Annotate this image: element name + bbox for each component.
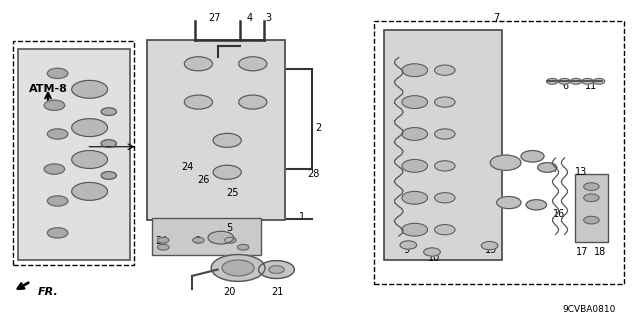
Bar <box>374 21 624 284</box>
Circle shape <box>400 241 417 249</box>
Circle shape <box>184 95 212 109</box>
Circle shape <box>47 129 68 139</box>
Circle shape <box>481 241 498 250</box>
Circle shape <box>237 244 249 250</box>
Circle shape <box>402 160 428 172</box>
Circle shape <box>402 128 428 140</box>
Text: 8: 8 <box>194 236 200 246</box>
Circle shape <box>47 196 68 206</box>
Circle shape <box>47 68 68 78</box>
Circle shape <box>435 161 455 171</box>
Circle shape <box>497 197 521 209</box>
Circle shape <box>435 129 455 139</box>
Text: 15: 15 <box>532 201 545 211</box>
Text: 9CVBA0810: 9CVBA0810 <box>562 305 616 314</box>
Text: 26: 26 <box>197 175 210 185</box>
Circle shape <box>490 155 521 170</box>
Circle shape <box>47 228 68 238</box>
Text: 27: 27 <box>208 12 221 23</box>
Circle shape <box>101 172 116 179</box>
Bar <box>18 49 130 260</box>
Circle shape <box>184 57 212 71</box>
Text: 1: 1 <box>299 212 305 222</box>
Text: 28: 28 <box>307 169 320 179</box>
Text: 4: 4 <box>246 12 253 23</box>
Text: 5: 5 <box>226 223 232 233</box>
Bar <box>384 30 502 260</box>
Text: 9: 9 <box>403 245 410 256</box>
Text: 22: 22 <box>503 201 516 211</box>
Text: 17: 17 <box>576 247 589 257</box>
Circle shape <box>72 151 108 168</box>
Circle shape <box>157 244 169 250</box>
Circle shape <box>269 266 284 273</box>
Circle shape <box>526 200 547 210</box>
Text: 19: 19 <box>485 245 498 256</box>
Circle shape <box>402 191 428 204</box>
Circle shape <box>44 164 65 174</box>
Circle shape <box>213 133 241 147</box>
Circle shape <box>570 78 582 84</box>
Circle shape <box>547 78 558 84</box>
Text: 20: 20 <box>223 287 236 297</box>
Text: 12: 12 <box>527 151 540 161</box>
Text: 25: 25 <box>226 188 239 198</box>
Circle shape <box>44 100 65 110</box>
Bar <box>13 41 134 265</box>
Circle shape <box>193 237 204 243</box>
Circle shape <box>213 165 241 179</box>
Circle shape <box>72 80 108 98</box>
Circle shape <box>538 163 557 172</box>
Circle shape <box>582 78 593 84</box>
Text: 16: 16 <box>552 209 565 219</box>
Circle shape <box>211 255 265 281</box>
Circle shape <box>259 261 294 278</box>
Circle shape <box>584 183 599 190</box>
Circle shape <box>239 57 267 71</box>
Circle shape <box>208 231 234 244</box>
Circle shape <box>435 97 455 107</box>
Text: 3: 3 <box>266 12 272 23</box>
Text: ATM-8: ATM-8 <box>29 84 67 94</box>
Bar <box>152 218 261 255</box>
Text: FR.: FR. <box>38 287 58 297</box>
Circle shape <box>72 182 108 200</box>
Circle shape <box>222 260 254 276</box>
Circle shape <box>584 216 599 224</box>
Text: 7: 7 <box>493 12 499 23</box>
Circle shape <box>559 78 570 84</box>
Text: 10: 10 <box>428 253 440 263</box>
Text: 2: 2 <box>316 122 322 133</box>
Circle shape <box>239 95 267 109</box>
Text: 14: 14 <box>546 164 559 174</box>
Text: 21: 21 <box>271 287 284 297</box>
Circle shape <box>402 223 428 236</box>
Circle shape <box>435 65 455 75</box>
Circle shape <box>424 248 440 256</box>
Bar <box>147 40 285 220</box>
Text: 24: 24 <box>156 236 168 246</box>
Circle shape <box>593 78 605 84</box>
Text: 23: 23 <box>499 159 512 169</box>
Text: 13: 13 <box>575 167 588 177</box>
Circle shape <box>225 237 236 243</box>
Text: 18: 18 <box>594 247 607 257</box>
Circle shape <box>101 108 116 115</box>
Circle shape <box>521 151 544 162</box>
Bar <box>575 174 608 242</box>
Circle shape <box>72 119 108 137</box>
Circle shape <box>157 237 169 243</box>
Circle shape <box>101 140 116 147</box>
Text: 24: 24 <box>181 161 194 172</box>
Circle shape <box>435 225 455 235</box>
Text: 11: 11 <box>584 81 597 91</box>
Text: 6: 6 <box>562 81 568 91</box>
Circle shape <box>402 64 428 77</box>
Circle shape <box>402 96 428 108</box>
Circle shape <box>584 194 599 202</box>
Circle shape <box>435 193 455 203</box>
